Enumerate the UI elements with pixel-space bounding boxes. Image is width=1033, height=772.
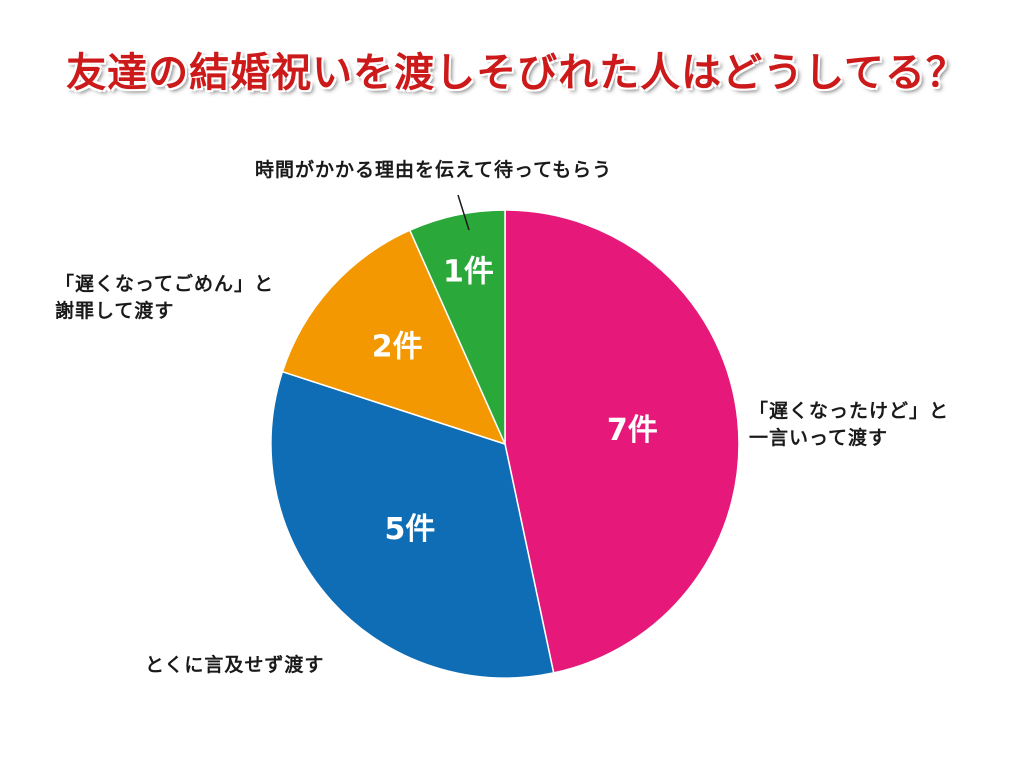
slice-value-label-3: 1件 <box>443 254 494 289</box>
pie-slice-0 <box>504 209 740 674</box>
chart-title: 友達の結婚祝いを渡しそびれた人はどうしてる？ <box>65 49 967 97</box>
category-label-0-line2: 一言いって渡す <box>749 426 889 449</box>
pie-slice-3 <box>408 209 506 445</box>
category-label-1: とくに言及せず渡す <box>145 652 324 679</box>
category-label-2: 「遅くなってごめん」と 謝罪して渡す <box>55 271 274 324</box>
category-label-1-line1: とくに言及せず渡す <box>145 654 325 676</box>
category-label-0: 「遅くなったけど」と 一言いって渡す <box>749 398 949 451</box>
pie-slice-labels: 7件 5件 2件 1件 <box>372 254 658 547</box>
pie-slices <box>270 209 740 679</box>
category-label-0-line1: 「遅くなったけど」と <box>749 400 950 422</box>
slice-value-label-1: 5件 <box>384 512 435 547</box>
pie-slice-2 <box>281 229 507 446</box>
leader-line <box>457 194 470 231</box>
slice-value-label-0: 7件 <box>607 413 658 448</box>
slice-value-label-2: 2件 <box>372 329 423 364</box>
category-label-3-line1: 時間がかかる理由を伝えて待ってもらう <box>255 159 613 181</box>
category-label-2-line1: 「遅くなってごめん」と <box>55 273 275 295</box>
pie-slice-1 <box>270 370 555 679</box>
category-label-3: 時間がかかる理由を伝えて待ってもらう <box>255 157 612 184</box>
category-label-2-line2: 謝罪して渡す <box>55 299 175 322</box>
